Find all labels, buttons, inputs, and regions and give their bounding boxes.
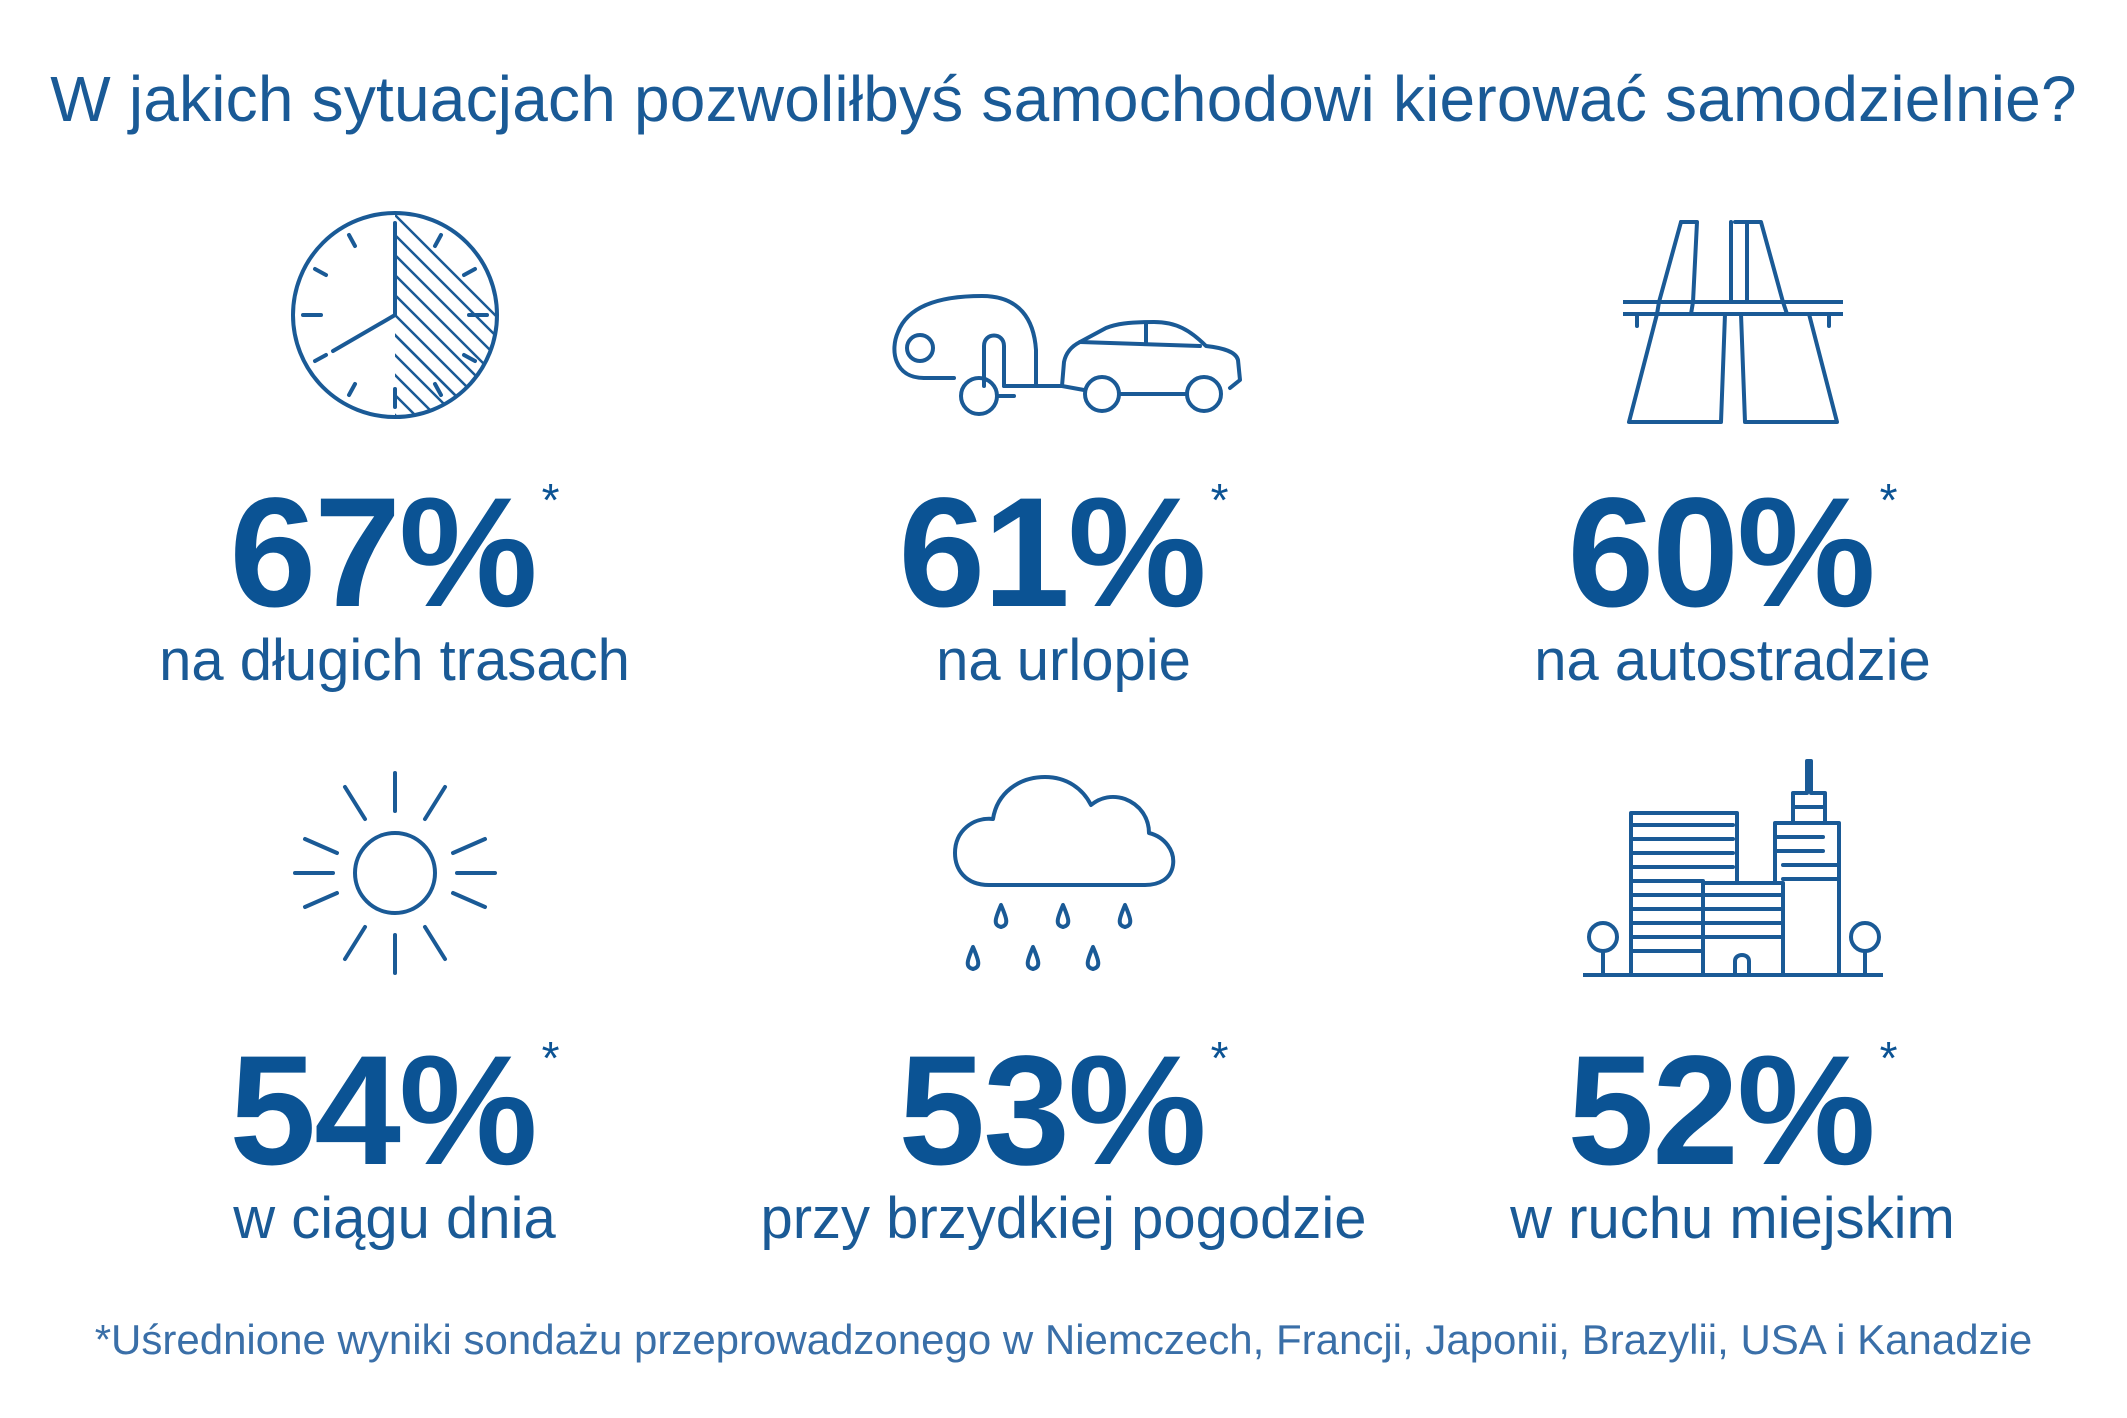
car-caravan-icon <box>709 200 1418 430</box>
clock-icon <box>40 200 749 425</box>
stat-label: na długich trasach <box>159 628 630 693</box>
asterisk: * <box>541 474 560 526</box>
stat-label: w ruchu miejskim <box>1510 1186 1955 1251</box>
stat-label: na urlopie <box>936 628 1191 693</box>
asterisk: * <box>1879 1032 1898 1084</box>
stat-value: 54% * <box>229 1024 560 1198</box>
stat-value: 61% * <box>898 466 1229 640</box>
sun-icon <box>40 758 749 983</box>
city-icon <box>1378 758 2087 983</box>
stat-value: 67% * <box>229 466 560 640</box>
stat-value: 60% * <box>1567 466 1898 640</box>
stat-label: przy brzydkiej pogodzie <box>760 1186 1367 1251</box>
stat-label: na autostradzie <box>1534 628 1931 693</box>
asterisk: * <box>541 1032 560 1084</box>
footnote: *Uśrednione wyniki sondażu przeprowadzon… <box>94 1316 2033 1363</box>
stat-label: w ciągu dnia <box>233 1186 556 1251</box>
highway-icon <box>1378 200 2087 430</box>
stat-value: 53% * <box>898 1024 1229 1198</box>
asterisk: * <box>1210 474 1229 526</box>
rain-cloud-icon <box>709 758 1418 983</box>
stat-value: 52% * <box>1567 1024 1898 1198</box>
asterisk: * <box>1879 474 1898 526</box>
asterisk: * <box>1210 1032 1229 1084</box>
page-title: W jakich sytuacjach pozwoliłbyś samochod… <box>50 63 2077 135</box>
